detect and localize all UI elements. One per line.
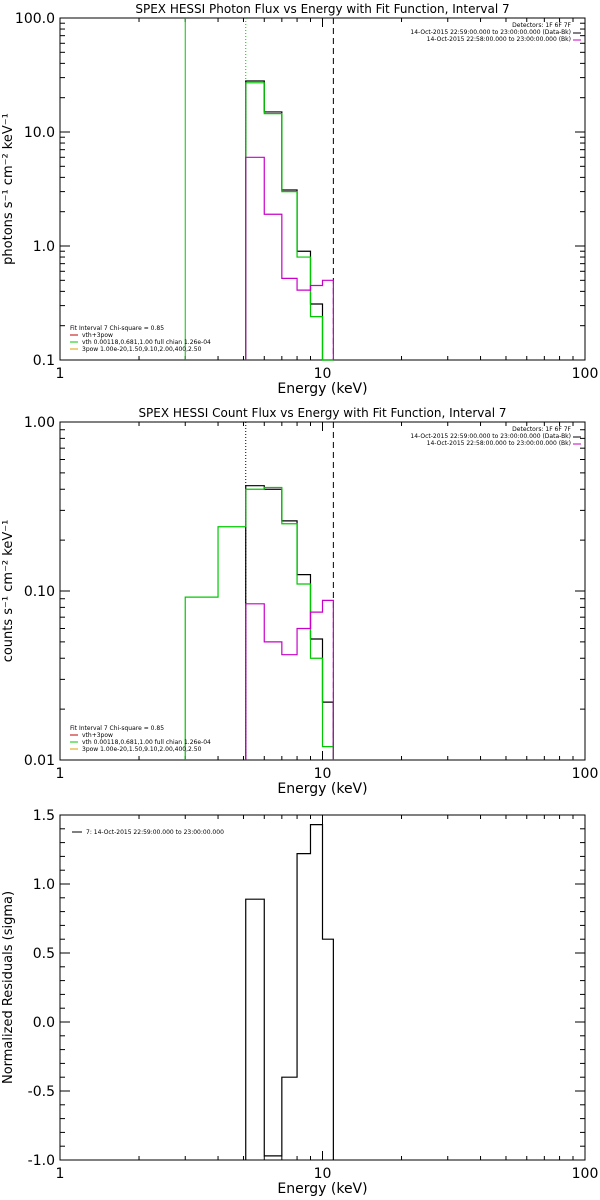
photon-flux-panel: 1 10 100 0.1 1.0 10.0 100.0 SPEX HESSI Photon F… xyxy=(1,2,598,397)
y-tick-label: 0.0 xyxy=(33,1015,55,1031)
panel-title: SPEX HESSI Photon Flux vs Energy with Fi… xyxy=(135,2,509,16)
x-tick-label: 10 xyxy=(314,766,332,782)
legend-entry: 7: 14-Oct-2015 22:59:00.000 to 23:00:00.… xyxy=(86,829,224,836)
spectrum-step-line xyxy=(245,156,334,360)
y-axis-label: counts s⁻¹ cm⁻² keV⁻¹ xyxy=(1,520,16,663)
y-tick-label: 10.0 xyxy=(24,125,55,141)
header-note: Detectors: 1F 6F 7F xyxy=(512,22,571,29)
y-tick-label: 1.5 xyxy=(33,808,55,824)
header-note: 14-Oct-2015 22:59:00.000 to 23:00:00.000… xyxy=(410,433,571,440)
panel-title: SPEX HESSI Count Flux vs Energy with Fit… xyxy=(138,406,506,420)
x-axis-label: Energy (keV) xyxy=(277,781,367,797)
y-tick-label: 0.10 xyxy=(24,584,55,600)
x-axis-label: Energy (keV) xyxy=(277,1181,367,1197)
y-axis-label: Normalized Residuals (sigma) xyxy=(1,891,16,1084)
y-tick-label: 1.00 xyxy=(24,415,55,431)
spectrum-step-line xyxy=(245,82,334,361)
x-tick-label: 100 xyxy=(572,766,599,782)
count-flux-panel: 1 10 100 0.01 0.10 1.00 SPEX HESSI Count Flux … xyxy=(1,406,598,797)
legend-entry: vth+3pow xyxy=(82,332,113,339)
header-note: 14-Oct-2015 22:58:00.000 to 23:00:00.000… xyxy=(427,440,571,447)
x-axis-label: Energy (keV) xyxy=(277,381,367,397)
legend-entry: 3pow 1.00e-20,1.50,9.10,2.00,400,2.50 xyxy=(82,746,202,753)
x-tick-label: 1 xyxy=(56,1166,65,1182)
spectrum-step-line xyxy=(245,599,334,760)
y-tick-label: 0.5 xyxy=(33,946,55,962)
residuals-panel: 1 10 100 -1.0 -0.5 0.0 0.5 1.0 1.5 Energy (keV) No… xyxy=(1,808,598,1197)
y-tick-label: 1.0 xyxy=(33,239,55,255)
x-tick-label: 1 xyxy=(56,766,65,782)
legend-entry: vth 0.00118,0.681,1.00 full chian 1.26e-… xyxy=(82,339,211,346)
fit-legend-title: Fit Interval 7 Chi-square = 0.85 xyxy=(70,325,164,332)
y-tick-label: -0.5 xyxy=(28,1084,55,1100)
fit-legend-title: Fit Interval 7 Chi-square = 0.85 xyxy=(70,725,164,732)
header-note: 14-Oct-2015 22:59:00.000 to 23:00:00.000… xyxy=(410,29,571,36)
legend-entry: 3pow 1.00e-20,1.50,9.10,2.00,400,2.50 xyxy=(82,346,202,353)
x-tick-label: 1 xyxy=(56,366,65,382)
spectrum-step-line xyxy=(245,485,334,760)
spectrum-step-line xyxy=(245,824,334,1160)
y-tick-label: 0.1 xyxy=(33,353,55,369)
header-note: Detectors: 1F 6F 7F xyxy=(512,426,571,433)
y-axis-label: photons s⁻¹ cm⁻² keV⁻¹ xyxy=(1,113,16,265)
y-tick-label: 0.01 xyxy=(24,753,55,769)
x-tick-label: 10 xyxy=(314,366,332,382)
y-tick-label: 1.0 xyxy=(33,877,55,893)
header-note: 14-Oct-2015 22:58:00.000 to 23:00:00.000… xyxy=(427,36,571,43)
y-tick-label: -1.0 xyxy=(28,1153,55,1169)
x-tick-label: 100 xyxy=(572,366,599,382)
x-tick-label: 10 xyxy=(314,1166,332,1182)
x-tick-label: 100 xyxy=(572,1166,599,1182)
legend-entry: vth+3pow xyxy=(82,732,113,739)
y-tick-label: 100.0 xyxy=(15,11,55,27)
legend-entry: vth 0.00118,0.681,1.00 full chian 1.26e-… xyxy=(82,739,211,746)
spectrum-step-line xyxy=(184,486,334,760)
spectrum-step-line xyxy=(245,80,334,361)
